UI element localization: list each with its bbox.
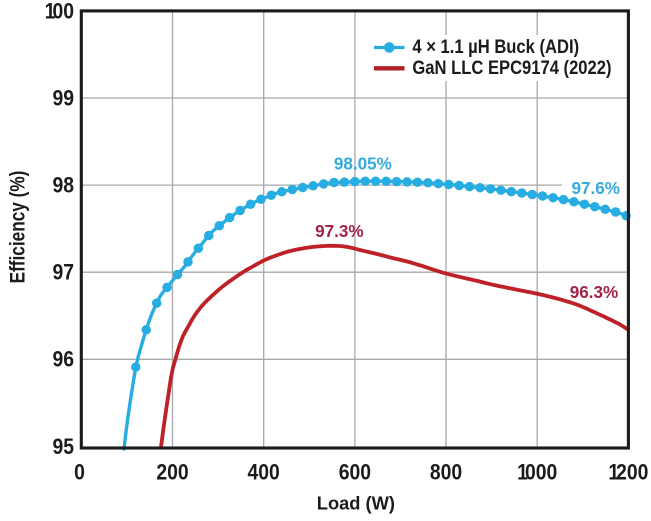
svg-text:96.3%: 96.3% [570, 281, 619, 302]
svg-text:97.3%: 97.3% [315, 221, 364, 242]
svg-text:1000: 1000 [517, 460, 557, 484]
svg-text:99: 99 [52, 86, 74, 110]
svg-text:0: 0 [74, 460, 85, 484]
svg-text:4 × 1.1 µH Buck (ADI): 4 × 1.1 µH Buck (ADI) [412, 36, 579, 57]
svg-text:98.05%: 98.05% [334, 153, 392, 174]
svg-text:96: 96 [52, 348, 74, 372]
svg-text:98: 98 [52, 173, 74, 197]
svg-text:600: 600 [339, 460, 371, 484]
svg-text:GaN LLC EPC9174 (2022): GaN LLC EPC9174 (2022) [412, 57, 611, 78]
svg-text:Load (W): Load (W) [317, 492, 395, 513]
svg-text:95: 95 [52, 435, 74, 459]
svg-text:Efficiency (%): Efficiency (%) [7, 171, 30, 284]
svg-text:97: 97 [52, 260, 74, 284]
svg-text:100: 100 [45, 0, 74, 24]
svg-text:97.6%: 97.6% [572, 177, 621, 198]
svg-text:1200: 1200 [608, 460, 648, 484]
svg-text:400: 400 [248, 460, 280, 484]
svg-text:800: 800 [430, 460, 462, 484]
svg-text:200: 200 [156, 460, 188, 484]
